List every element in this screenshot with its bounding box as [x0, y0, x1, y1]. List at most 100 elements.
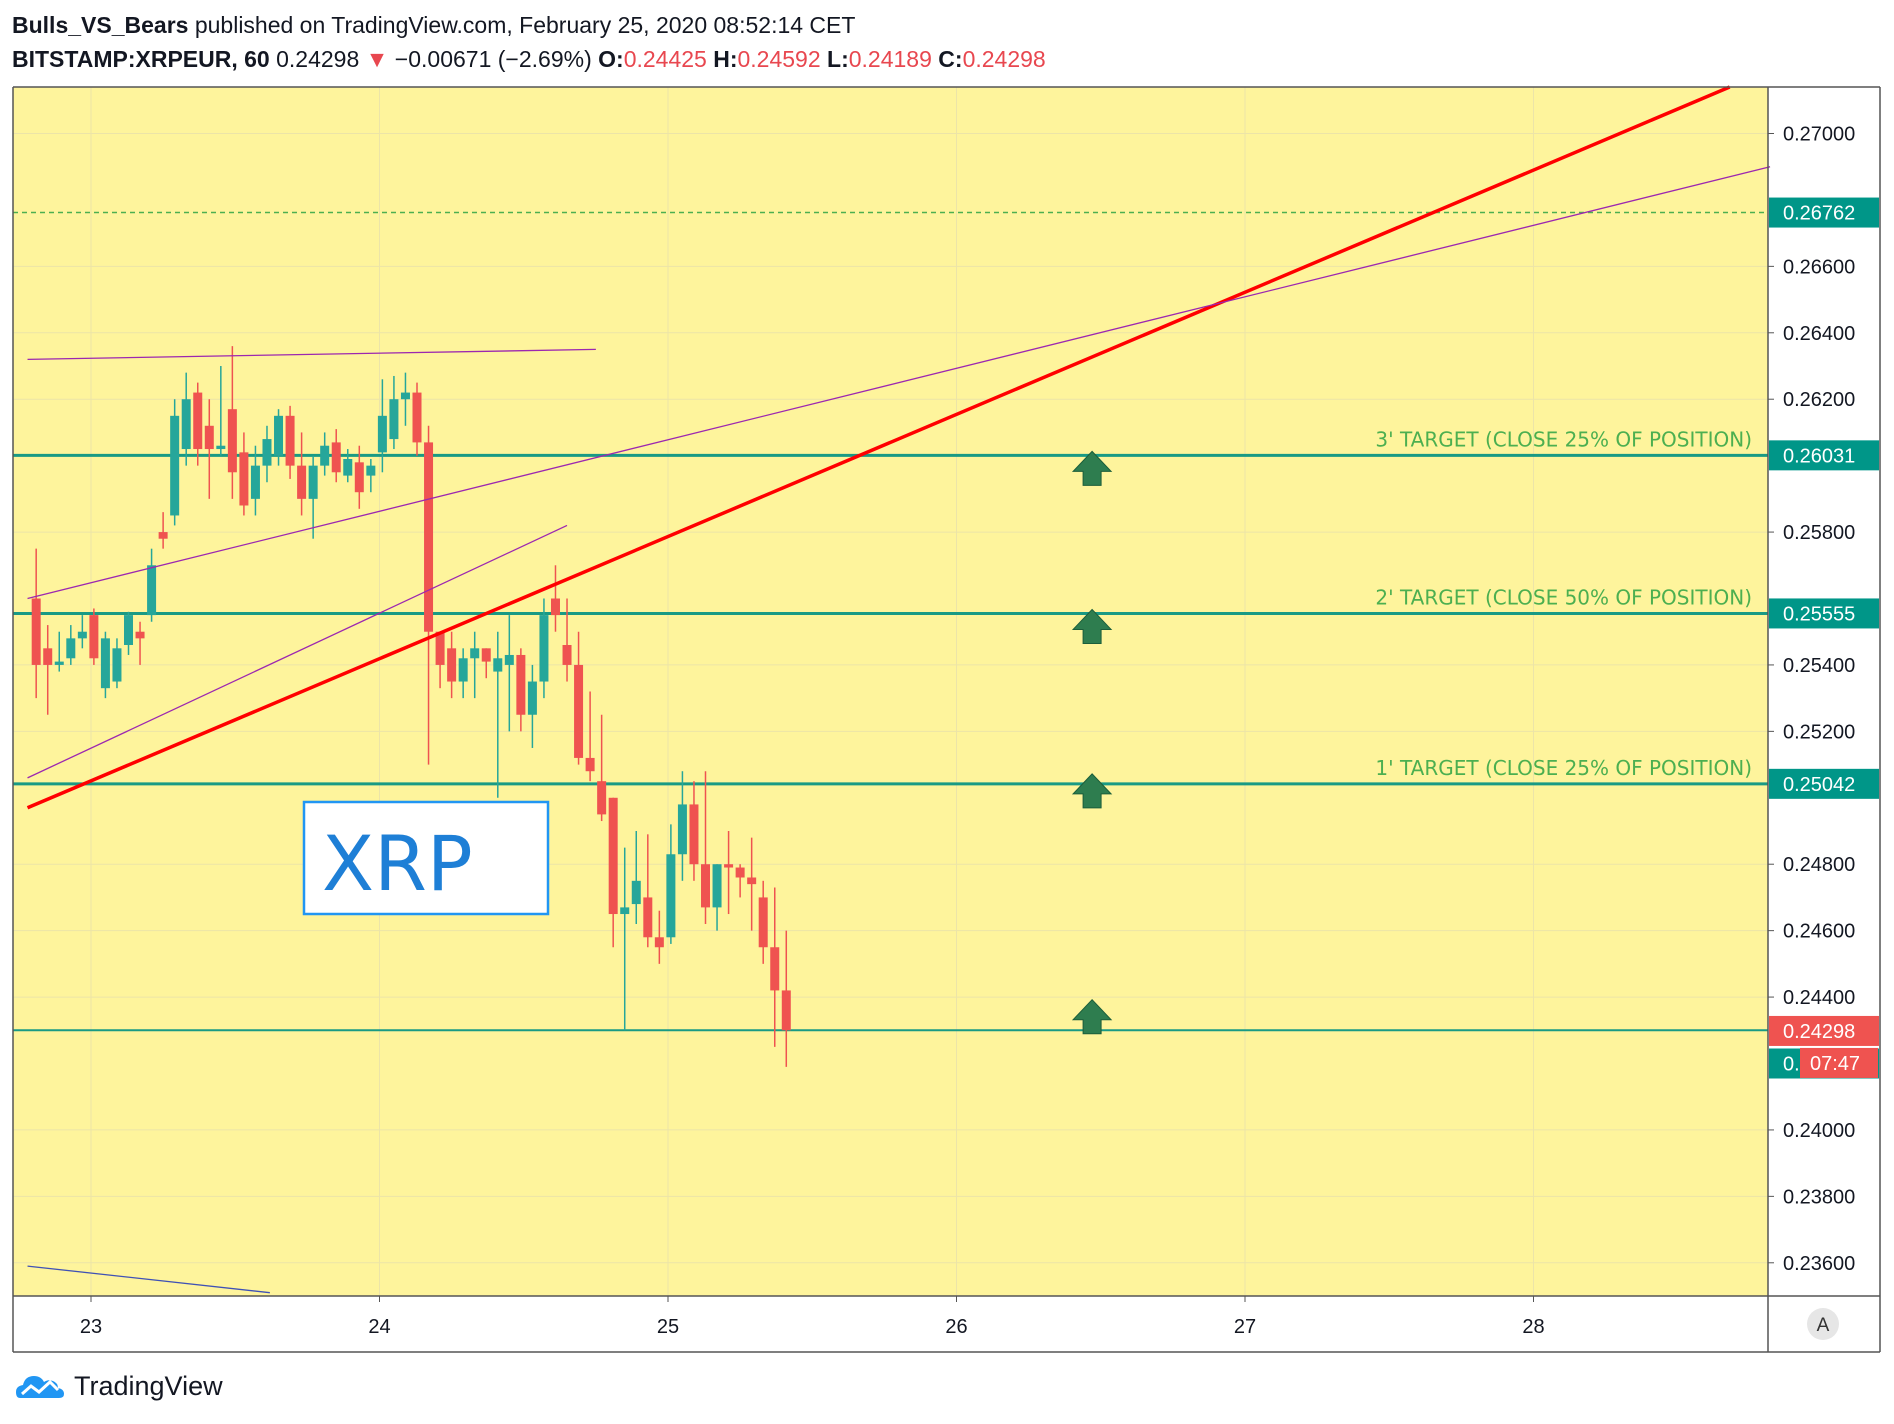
candle: [758, 880, 768, 964]
candle: [89, 608, 99, 665]
candle-body: [285, 415, 295, 466]
auto-scale-circle: [1807, 1308, 1839, 1340]
candle-body: [689, 804, 699, 865]
candle: [481, 648, 491, 679]
chart-header: Bulls_VS_Bears published on TradingView.…: [12, 8, 1046, 76]
candle-body: [758, 897, 768, 948]
price-label-text: 0.24298: [1783, 1021, 1855, 1043]
countdown-box: [1800, 1047, 1878, 1078]
x-tick-label: 26: [945, 1316, 967, 1338]
candle: [735, 864, 745, 898]
candle: [320, 432, 330, 476]
candle-body: [389, 399, 399, 440]
price-axis-label: 0.26031: [1769, 440, 1879, 471]
candle-body: [493, 658, 503, 672]
candle: [100, 631, 110, 699]
candle-body: [470, 648, 480, 659]
candle-body: [274, 415, 284, 456]
candle-body: [400, 392, 410, 400]
candle: [31, 548, 41, 699]
arrow-shape: [1071, 773, 1113, 809]
candle-body: [66, 638, 76, 659]
price-axis-label: 0.24298: [1769, 1015, 1879, 1046]
price-label-text: 0.26762: [1783, 203, 1855, 225]
candle-body: [435, 631, 445, 665]
candle: [435, 631, 445, 689]
open-label: O:: [598, 46, 624, 72]
arrow-shape: [1071, 450, 1113, 486]
candle-body: [527, 681, 537, 715]
author-name[interactable]: Bulls_VS_Bears: [12, 12, 189, 38]
candle-body: [124, 615, 134, 645]
candle-body: [424, 442, 434, 632]
candle: [77, 615, 87, 649]
y-tick-label: 0.25800: [1783, 522, 1855, 544]
candle-body: [343, 459, 353, 476]
candle-body: [712, 864, 722, 908]
candle: [770, 887, 780, 1047]
candle-body: [585, 757, 595, 772]
target-arrow-icon: [1071, 773, 1113, 809]
candle: [181, 372, 191, 466]
candle-body: [31, 598, 41, 665]
candle: [112, 638, 122, 689]
price-label-box: [1769, 1015, 1879, 1046]
candle: [227, 346, 237, 499]
candle-body: [724, 864, 734, 868]
candle: [539, 598, 549, 699]
candle-body: [297, 465, 307, 499]
price-label-text: 0.25042: [1783, 774, 1855, 796]
candle-body: [666, 854, 676, 938]
candle: [458, 648, 468, 699]
open-value: 0.24425: [623, 46, 707, 72]
arrow-shape: [1071, 998, 1113, 1035]
candle-body: [677, 804, 687, 855]
annotation-text: XRP: [322, 819, 473, 908]
candle-body: [147, 565, 157, 616]
auto-scale-button[interactable]: A: [1807, 1308, 1839, 1340]
publish-line: Bulls_VS_Bears published on TradingView.…: [12, 8, 1046, 42]
plot-background: [13, 87, 1768, 1296]
violet-trend-line: [27, 166, 1771, 600]
price-label-text: 0.25555: [1783, 603, 1855, 625]
candle: [400, 372, 410, 426]
candle-body: [550, 598, 560, 616]
auto-scale-text: A: [1817, 1315, 1830, 1336]
candle-body: [308, 465, 318, 499]
footer: TradingView: [14, 1370, 223, 1402]
footer-brand[interactable]: TradingView: [74, 1370, 223, 1401]
candle: [504, 615, 514, 732]
price-chart[interactable]: 3' TARGET (CLOSE 25% OF POSITION) 2' TARG…: [0, 0, 1894, 1360]
candle: [597, 714, 607, 822]
candle-body: [158, 532, 168, 539]
countdown-text: 07:47: [1810, 1053, 1860, 1075]
high-value: 0.24592: [737, 46, 821, 72]
candle: [724, 831, 734, 915]
candle-body: [204, 425, 214, 450]
y-tick-label: 0.24800: [1783, 854, 1855, 876]
price-change: −0.00671 (−2.69%): [394, 46, 592, 72]
candle: [285, 405, 295, 479]
y-tick-label: 0.23800: [1783, 1186, 1855, 1208]
candle: [54, 631, 64, 672]
candle: [135, 621, 145, 665]
price-axis-background: [1768, 87, 1880, 1352]
symbol-name[interactable]: BITSTAMP:XRPEUR, 60: [12, 46, 270, 72]
x-tick-label: 23: [80, 1316, 102, 1338]
candle-body: [562, 645, 572, 665]
red-trend-line: [26, 85, 1731, 810]
candle: [527, 664, 537, 748]
countdown-label: 07:47: [1800, 1047, 1878, 1078]
x-tick-label: 28: [1522, 1316, 1544, 1338]
price-axis-label: 0.25042: [1769, 768, 1879, 799]
candle-body: [574, 664, 584, 758]
candle-body: [331, 442, 341, 473]
xrp-annotation: XRP: [302, 800, 550, 916]
candle: [677, 771, 687, 881]
candle: [308, 455, 318, 539]
arrow-shape: [1071, 608, 1113, 644]
candle: [747, 837, 757, 931]
target-label: 1' TARGET (CLOSE 25% OF POSITION): [1375, 756, 1752, 780]
candle: [516, 648, 526, 732]
y-tick-label: 0.26400: [1783, 323, 1855, 345]
